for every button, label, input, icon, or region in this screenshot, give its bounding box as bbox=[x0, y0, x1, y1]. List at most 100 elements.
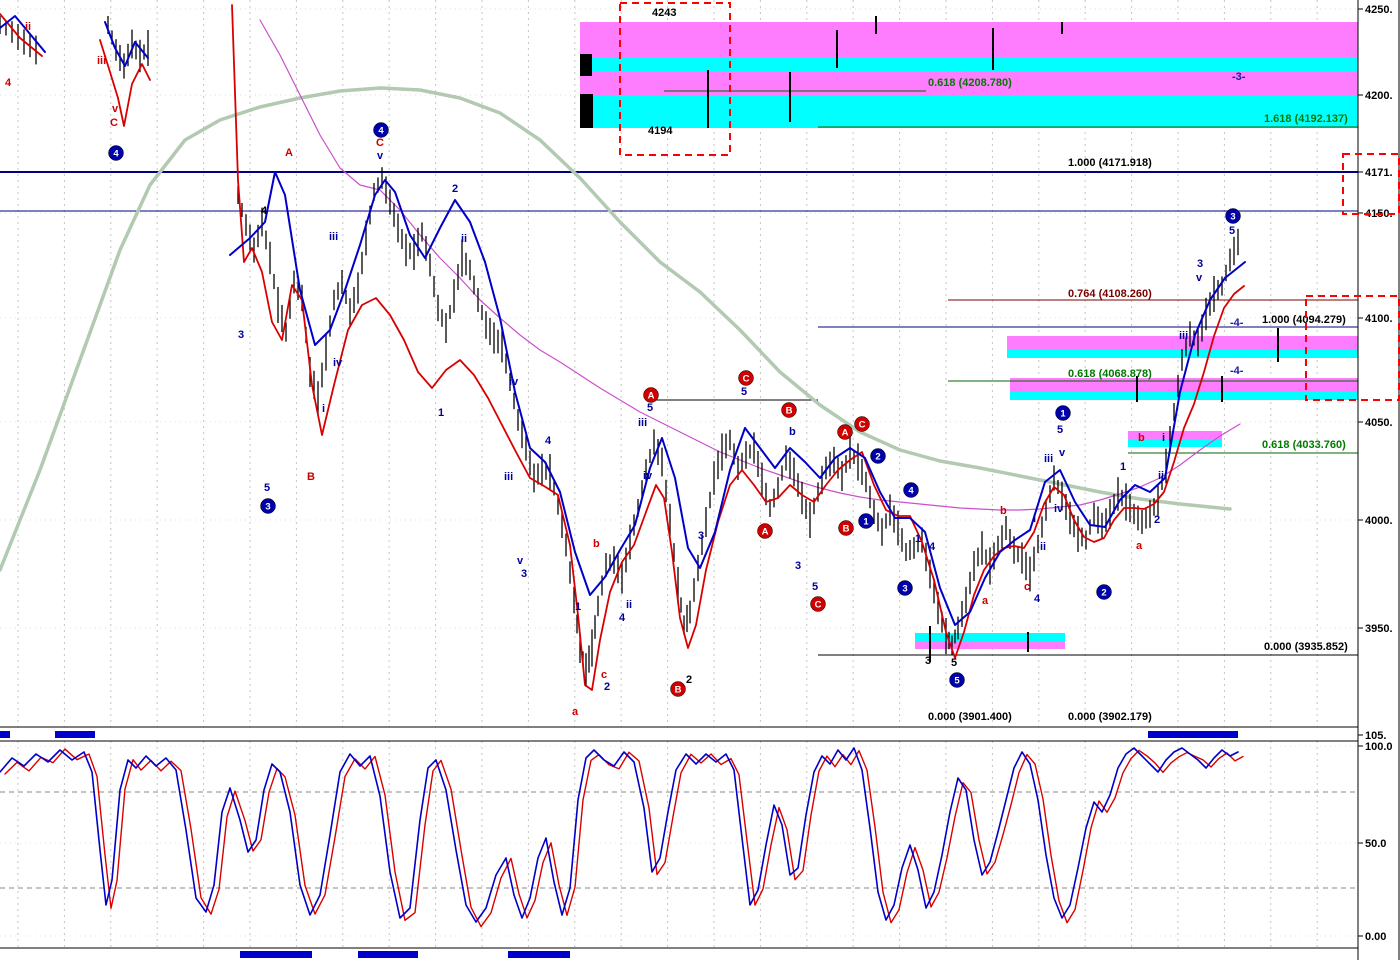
wave-text-label: 3 bbox=[698, 530, 704, 542]
fib-value-label: 1.000 (4171.918) bbox=[1068, 157, 1152, 169]
target-zone-box bbox=[619, 2, 731, 156]
wave-circle-number bbox=[260, 498, 276, 514]
wave-circle-number bbox=[1096, 584, 1112, 600]
wave-text-label: v bbox=[517, 555, 524, 567]
osc-axis-label: 0.00 bbox=[1365, 931, 1386, 943]
red-ma-line bbox=[231, 4, 1245, 691]
wave-text-label: 3 bbox=[521, 568, 527, 580]
wave-circle-text: 4 bbox=[113, 149, 119, 160]
wave-text-label: a bbox=[982, 595, 989, 607]
wave-text-label: iii bbox=[329, 231, 338, 243]
wave-text-label: 1 bbox=[1120, 461, 1126, 473]
wave-circle-text: B bbox=[843, 524, 850, 535]
wave-circle-letter bbox=[670, 681, 686, 697]
wave-circle-text: B bbox=[786, 406, 793, 417]
wave-text-label: C bbox=[110, 117, 118, 129]
wave-text-label: iv bbox=[643, 470, 653, 482]
wave-degree-label: -4- bbox=[1230, 365, 1244, 377]
wave-text-label: 3 bbox=[925, 655, 931, 667]
wave-circle-text: 3 bbox=[902, 584, 907, 595]
zone-price-label: 4243 bbox=[652, 7, 676, 19]
band-edge-block bbox=[580, 94, 593, 128]
wave-text-label: c bbox=[1024, 581, 1030, 593]
wave-text-label: ii bbox=[1158, 470, 1164, 482]
wave-text-label: iii bbox=[1179, 330, 1188, 342]
wave-circle-text: A bbox=[842, 428, 849, 439]
wave-circle-text: A bbox=[648, 391, 655, 402]
wave-text-label: 2 bbox=[604, 681, 610, 693]
price-axis-label: 4100. bbox=[1365, 313, 1393, 325]
wave-text-label: iii bbox=[638, 417, 647, 429]
wave-circle-letter bbox=[810, 596, 826, 612]
wave-text-label: 4 bbox=[1034, 593, 1041, 605]
wave-text-label: ii bbox=[626, 599, 632, 611]
wave-text-label: b bbox=[1000, 505, 1007, 517]
wave-text-label: 2 bbox=[1154, 514, 1160, 526]
fib-band-cyan bbox=[1010, 392, 1358, 400]
fib-band-magenta bbox=[915, 641, 1065, 649]
wave-circle-text: 5 bbox=[954, 676, 960, 687]
wave-circle-text: 4 bbox=[908, 486, 914, 497]
price-axis-gutter bbox=[1358, 0, 1400, 960]
price-axis-label: 4200. bbox=[1365, 90, 1393, 102]
band-edge-block bbox=[580, 54, 592, 76]
wave-text-label: v bbox=[1196, 272, 1203, 284]
fib-value-label: 0.764 (4108.260) bbox=[1068, 288, 1152, 300]
wave-text-label: 5 bbox=[264, 482, 270, 494]
fib-band-cyan bbox=[915, 633, 1065, 641]
blue-ma-line bbox=[229, 171, 1246, 626]
wave-text-label: iv bbox=[509, 376, 519, 388]
wave-text-label: 2 bbox=[452, 183, 458, 195]
fib-value-label: 0.618 (4033.760) bbox=[1262, 439, 1346, 451]
wave-text-label: b bbox=[593, 538, 600, 550]
wave-text-label: iii bbox=[97, 55, 106, 67]
blue-ma-line bbox=[104, 21, 149, 67]
wave-text-label: iv bbox=[1054, 503, 1064, 515]
fib-value-label: 0.618 (4208.780) bbox=[928, 77, 1012, 89]
signal-bar-top bbox=[0, 731, 10, 738]
wave-circle-text: C bbox=[743, 374, 750, 385]
fib-band-magenta bbox=[1007, 336, 1358, 350]
wave-text-label: 5 bbox=[741, 386, 747, 398]
price-axis-label: 4171. bbox=[1365, 167, 1393, 179]
wave-text-label: 3 bbox=[795, 560, 801, 572]
wave-circle-number bbox=[858, 513, 874, 529]
wave-text-label: 4 bbox=[545, 435, 552, 447]
zone-price-label: 4194 bbox=[648, 125, 673, 137]
red-ma-line bbox=[99, 39, 151, 127]
wave-circle-letter bbox=[854, 416, 870, 432]
wave-circle-number bbox=[108, 145, 124, 161]
signal-bar-bottom bbox=[508, 951, 570, 958]
wave-text-label: 5 bbox=[812, 581, 818, 593]
wave-circle-number bbox=[870, 448, 886, 464]
wave-text-label: i bbox=[1033, 513, 1036, 525]
fib-band-magenta bbox=[580, 22, 1358, 58]
wave-text-label: i bbox=[322, 403, 325, 415]
wave-text-label: c bbox=[601, 669, 607, 681]
wave-text-label: 5 bbox=[1229, 225, 1235, 237]
wave-circle-number bbox=[1225, 208, 1241, 224]
fib-band-cyan bbox=[580, 58, 1358, 72]
wave-circle-number bbox=[903, 482, 919, 498]
wave-text-label: 1 bbox=[915, 533, 921, 545]
wave-text-label: C bbox=[376, 137, 384, 149]
wave-circle-number bbox=[949, 672, 965, 688]
wave-circle-text: A bbox=[762, 527, 769, 538]
wave-text-label: b bbox=[1138, 432, 1145, 444]
wave-text-label: 1 bbox=[438, 407, 444, 419]
osc-axis-label: 50.0 bbox=[1365, 838, 1386, 850]
fib-band-magenta bbox=[1128, 431, 1222, 440]
wave-circle-letter bbox=[643, 387, 659, 403]
wave-text-label: 4 bbox=[619, 612, 626, 624]
target-zone-box bbox=[1342, 153, 1400, 215]
wave-circle-number bbox=[897, 580, 913, 596]
wave-text-label: 2 bbox=[686, 674, 692, 686]
wave-degree-label: -4- bbox=[1230, 317, 1244, 329]
fib-value-label: 0.000 (3935.852) bbox=[1264, 641, 1348, 653]
blue-ma-line bbox=[0, 15, 46, 53]
wave-circle-text: C bbox=[815, 600, 822, 611]
signal-bar-bottom bbox=[240, 951, 312, 958]
wave-circle-text: C bbox=[859, 420, 866, 431]
wave-text-label: 3 bbox=[238, 329, 244, 341]
